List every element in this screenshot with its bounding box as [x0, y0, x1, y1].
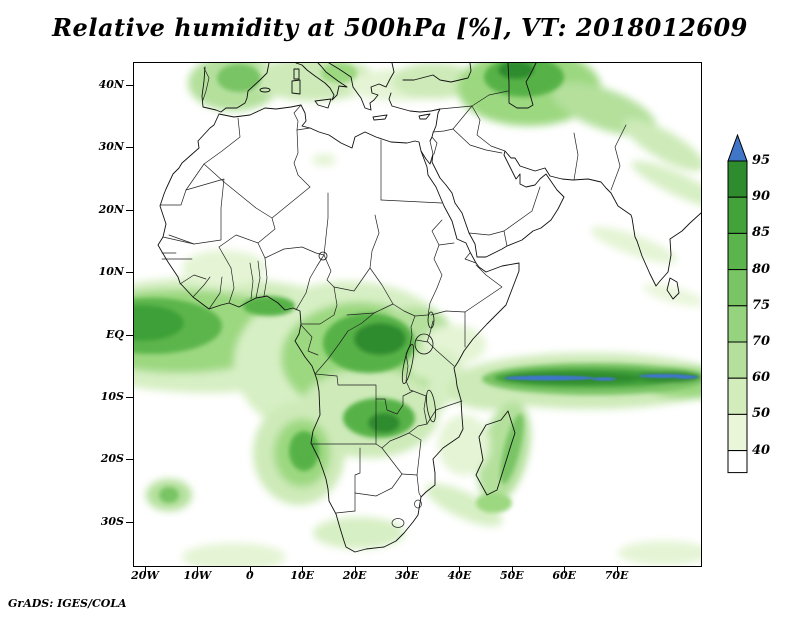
- x-tick-label: 20W: [131, 569, 159, 582]
- x-tick-label: 0: [245, 569, 254, 582]
- y-tick-mark: [126, 397, 133, 398]
- x-tick-mark: [511, 566, 513, 573]
- y-tick-label: 10N: [98, 265, 124, 279]
- chart-title: Relative humidity at 500hPa [%], VT: 201…: [52, 13, 748, 42]
- grads-attribution: GrADS: IGES/COLA: [8, 597, 127, 610]
- map-plot: [133, 62, 702, 567]
- y-tick-mark: [126, 459, 133, 461]
- y-tick-label: 30N: [98, 140, 124, 154]
- x-tick-mark: [249, 566, 251, 573]
- y-tick-mark: [126, 521, 133, 523]
- x-tick-label: 50E: [499, 569, 524, 582]
- x-tick-mark: [616, 566, 618, 573]
- colorbar-segment: [727, 413, 748, 452]
- colorbar-tick-label: 75: [752, 297, 771, 313]
- x-tick-label: 30E: [395, 569, 419, 582]
- country-borders: [159, 67, 627, 528]
- colorbar-tick-label: 50: [752, 406, 771, 422]
- y-tick-label: 20S: [100, 452, 124, 466]
- y-tick-label: 40N: [98, 78, 124, 91]
- y-tick-label: 30S: [100, 514, 124, 528]
- colorbar-segment: [727, 196, 748, 234]
- colorbar-svg: [727, 133, 748, 474]
- x-tick-mark: [354, 566, 356, 573]
- x-tick-mark: [197, 566, 199, 573]
- colorbar: [727, 133, 748, 474]
- humidity-shading: [134, 63, 701, 566]
- colorbar-segment: [727, 341, 748, 379]
- x-tick-mark: [145, 566, 146, 573]
- colorbar-segment: [727, 377, 748, 415]
- colorbar-tick-label: 90: [752, 189, 771, 205]
- y-tick-label: 20N: [98, 202, 124, 216]
- colorbar-segment: [727, 232, 748, 271]
- colorbar-segment: [727, 305, 748, 343]
- colorbar-segment: [727, 450, 748, 474]
- y-tick-mark: [126, 272, 133, 274]
- x-tick-mark: [407, 566, 408, 573]
- y-tick-label: 10S: [100, 390, 124, 403]
- colorbar-tick-label: 95: [752, 153, 771, 168]
- colorbar-segment: [727, 160, 748, 198]
- x-tick-label: 20E: [342, 569, 367, 582]
- x-tick-label: 70E: [604, 569, 629, 582]
- x-tick-label: 10W: [183, 569, 212, 582]
- x-tick-label: 60E: [552, 569, 577, 582]
- above-95-blue-streaks: [504, 374, 698, 381]
- map-svg: [134, 63, 701, 566]
- colorbar-tick-label: 80: [752, 261, 771, 277]
- colorbar-tick-label: 60: [752, 370, 771, 386]
- colorbar-above-max-arrow: [727, 133, 748, 162]
- x-tick-label: 10E: [290, 569, 315, 582]
- y-tick-mark: [126, 334, 133, 336]
- colorbar-tick-label: 40: [752, 442, 771, 458]
- y-tick-mark: [126, 85, 133, 86]
- lakes: [318, 251, 436, 423]
- colorbar-segment: [727, 269, 748, 307]
- colorbar-tick-label: 85: [752, 225, 771, 241]
- x-tick-mark: [302, 566, 304, 573]
- coastlines: [157, 63, 701, 553]
- x-tick-mark: [459, 566, 461, 573]
- y-tick-mark: [126, 209, 133, 211]
- y-tick-mark: [126, 147, 133, 149]
- y-tick-label: EQ: [106, 327, 124, 341]
- x-tick-label: 40E: [447, 569, 472, 582]
- colorbar-tick-label: 70: [752, 334, 771, 349]
- x-tick-mark: [564, 566, 566, 573]
